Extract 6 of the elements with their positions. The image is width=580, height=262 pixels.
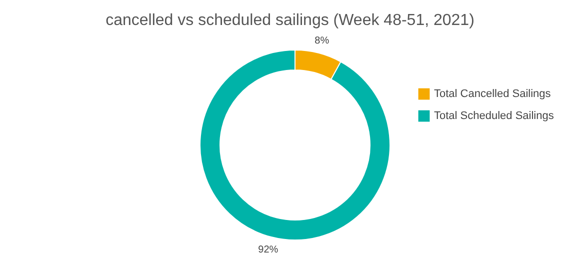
data-label: 8% [314, 35, 330, 46]
legend-label: Total Scheduled Sailings [434, 110, 554, 122]
donut-slice [200, 50, 390, 240]
legend-label: Total Cancelled Sailings [434, 88, 552, 100]
data-label: 92% [258, 244, 278, 256]
chart-title: cancelled vs scheduled sailings (Week 48-51, 2021) [106, 12, 474, 29]
